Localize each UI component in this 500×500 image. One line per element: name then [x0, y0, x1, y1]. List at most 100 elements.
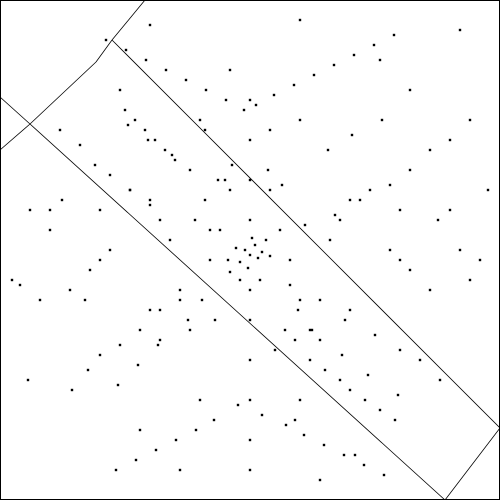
point: [98, 353, 102, 357]
point: [268, 188, 272, 192]
point: [198, 118, 202, 122]
point: [328, 238, 332, 242]
point: [58, 128, 62, 132]
point: [170, 153, 174, 157]
edge: [0, 123, 31, 151]
point: [298, 18, 302, 22]
point: [458, 248, 462, 252]
point: [154, 448, 158, 452]
point: [104, 38, 108, 42]
point: [184, 78, 188, 82]
point: [318, 478, 322, 482]
point: [388, 248, 392, 252]
point: [148, 23, 152, 27]
point: [283, 328, 287, 332]
edge: [111, 39, 500, 429]
point: [116, 383, 120, 387]
point: [382, 473, 386, 477]
point: [108, 248, 112, 252]
point: [148, 308, 152, 312]
point: [312, 73, 316, 77]
point: [234, 246, 238, 250]
point: [448, 138, 452, 142]
point: [178, 468, 182, 472]
point: [163, 148, 167, 152]
point: [108, 173, 112, 177]
point: [323, 368, 327, 372]
point: [223, 178, 227, 182]
point: [208, 258, 212, 262]
point: [308, 328, 312, 332]
point: [458, 28, 462, 32]
point: [280, 183, 284, 187]
point: [188, 328, 192, 332]
point: [98, 258, 102, 262]
point: [343, 318, 347, 322]
point: [26, 378, 30, 382]
edge: [29, 61, 97, 125]
point: [123, 108, 127, 112]
edge: [29, 123, 446, 500]
point: [393, 418, 397, 422]
point: [284, 423, 288, 427]
point: [148, 198, 152, 202]
point: [248, 178, 252, 182]
point: [408, 268, 412, 272]
point: [193, 218, 197, 222]
point: [118, 88, 122, 92]
point: [133, 118, 137, 122]
point: [18, 283, 22, 287]
point: [216, 178, 220, 182]
point: [296, 308, 300, 312]
point: [203, 198, 207, 202]
point: [333, 213, 337, 217]
point: [128, 188, 132, 192]
point: [134, 458, 138, 462]
point: [144, 58, 148, 62]
point: [126, 123, 130, 127]
point: [256, 256, 260, 260]
point: [322, 443, 326, 447]
point: [268, 128, 272, 132]
point: [48, 208, 52, 212]
point: [114, 468, 118, 472]
point: [88, 268, 92, 272]
point: [396, 393, 400, 397]
point: [86, 368, 90, 372]
point: [318, 338, 322, 342]
point: [148, 203, 152, 207]
point: [248, 218, 252, 222]
point: [248, 468, 252, 472]
point: [272, 93, 276, 97]
point: [228, 270, 232, 274]
point: [266, 168, 270, 172]
point: [242, 108, 246, 112]
point: [388, 183, 392, 187]
point: [408, 168, 412, 172]
point: [248, 398, 252, 402]
point: [248, 288, 252, 292]
point: [363, 398, 367, 402]
point: [293, 418, 297, 422]
point: [362, 463, 366, 467]
point: [228, 188, 232, 192]
point: [342, 453, 346, 457]
point: [438, 378, 442, 382]
point: [60, 198, 64, 202]
point: [248, 98, 252, 102]
point: [228, 68, 232, 72]
point: [98, 208, 102, 212]
point: [298, 398, 302, 402]
point: [303, 223, 307, 227]
point: [48, 228, 52, 232]
point: [153, 138, 157, 142]
point: [143, 128, 147, 132]
point: [378, 408, 382, 412]
point: [212, 418, 216, 422]
point: [348, 308, 352, 312]
point: [350, 133, 354, 137]
point: [186, 318, 190, 322]
point: [260, 250, 264, 254]
